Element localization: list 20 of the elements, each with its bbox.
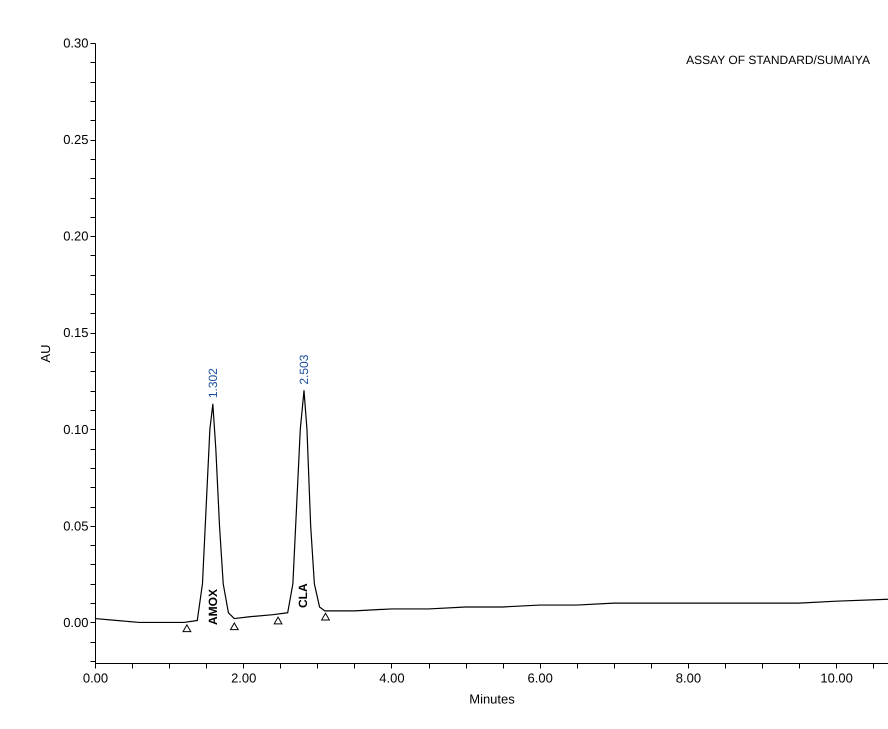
y-tick-label: 0.05 — [63, 518, 88, 534]
x-axis-title: Minutes — [469, 692, 516, 706]
y-tick-label: 0.30 — [63, 36, 88, 50]
annotation: 2.503 — [296, 354, 311, 385]
y-tick-label: 0.25 — [63, 132, 88, 148]
annotation: 1.302 — [206, 368, 220, 398]
x-tick-label: 6.00 — [528, 670, 553, 686]
annotation: CLA — [296, 583, 310, 608]
x-tick-label: 4.00 — [379, 670, 405, 686]
x-tick-label: 8.00 — [676, 670, 702, 686]
y-axis-title: AU — [38, 344, 54, 363]
y-tick-label: 0.20 — [63, 228, 88, 244]
x-tick-label: 10.00 — [820, 670, 853, 686]
y-tick-label: 0.00 — [63, 614, 88, 630]
annotation: AMOX — [206, 589, 220, 625]
y-tick-label: 0.15 — [63, 325, 88, 340]
x-tick-label: 2.00 — [231, 670, 256, 686]
x-tick-label: 0.00 — [82, 670, 108, 686]
annotation: ASSAY OF STANDARD/SUMAIYA — [686, 53, 870, 67]
y-tick-label: 0.10 — [63, 422, 88, 437]
